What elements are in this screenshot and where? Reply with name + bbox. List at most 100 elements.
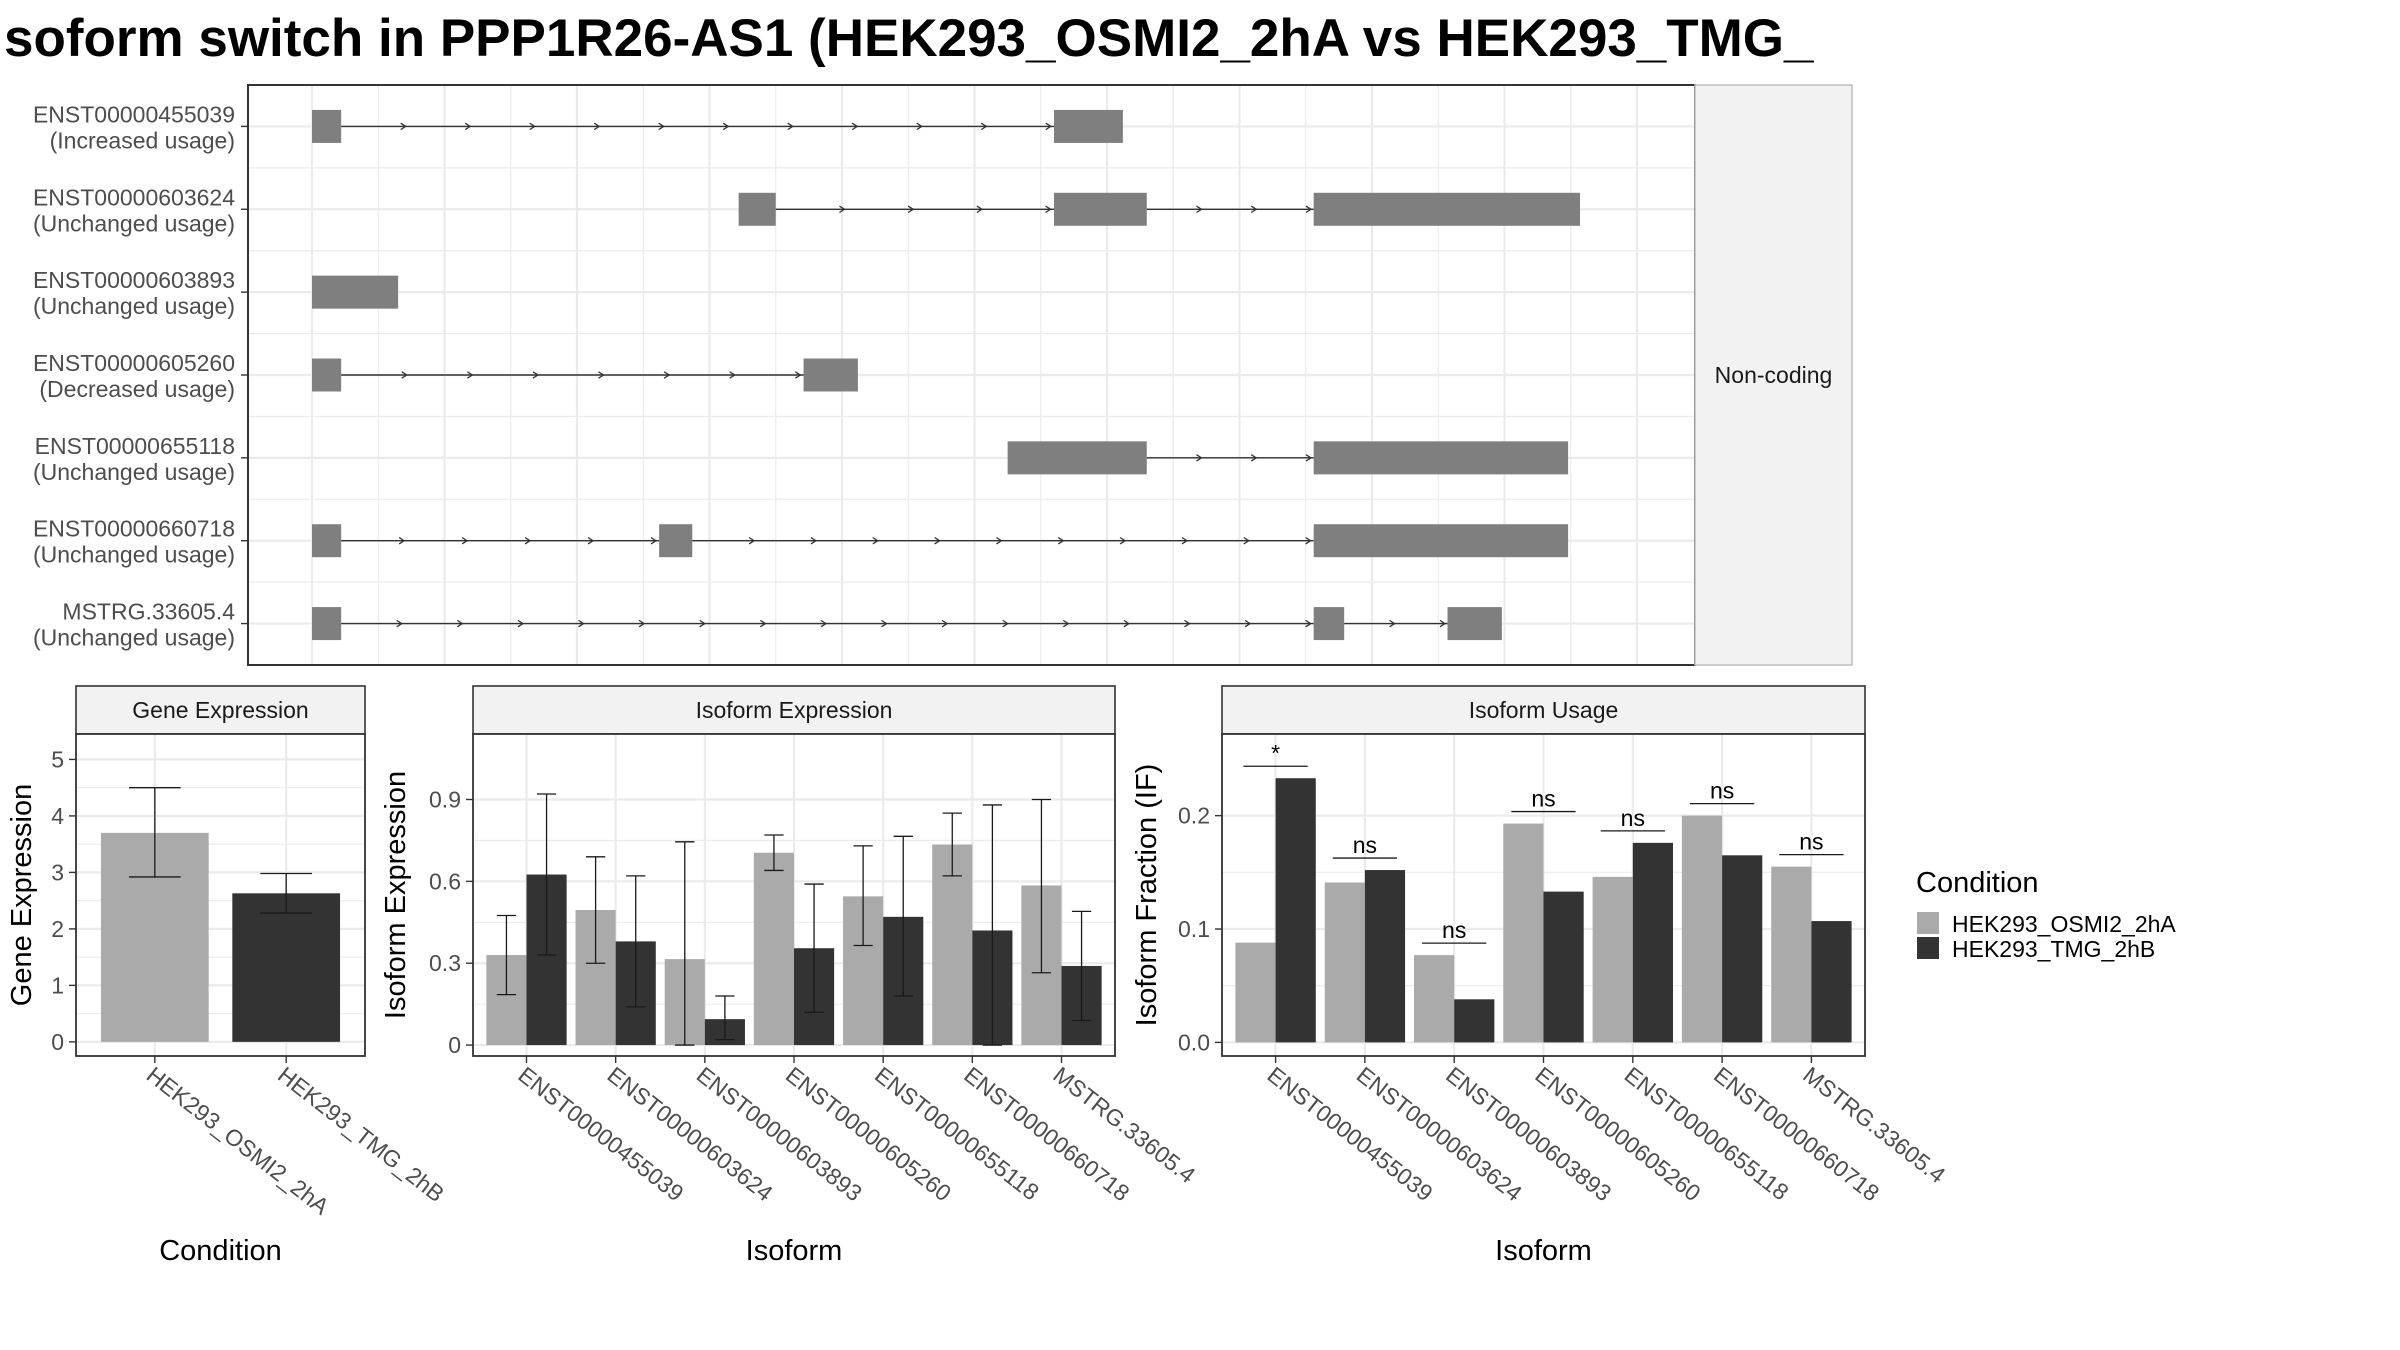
intron-arrow bbox=[820, 619, 828, 628]
iso-panel-panel-title: Isoform Expression bbox=[696, 697, 893, 723]
transcript-id-label: ENST00000605260 bbox=[33, 350, 235, 376]
x-tick-label: ENST00000605260 bbox=[1530, 1061, 1705, 1206]
intron-arrow bbox=[1181, 536, 1189, 545]
intron-arrow bbox=[1243, 536, 1250, 545]
usage-panel-x-axis-title: Isoform bbox=[1495, 1235, 1592, 1267]
intron-arrow bbox=[401, 371, 408, 379]
intron-arrow bbox=[996, 536, 1003, 545]
intron-arrow bbox=[1196, 454, 1203, 462]
bar bbox=[1235, 942, 1276, 1043]
figure-title: soform switch in PPP1R26-AS1 (HEK293_OSM… bbox=[4, 9, 1814, 68]
intron-arrow bbox=[1250, 454, 1258, 462]
legend-key-osmi2 bbox=[1917, 912, 1939, 934]
intron-arrow bbox=[396, 619, 403, 628]
transcript-id-label: ENST00000660718 bbox=[33, 516, 235, 542]
intron-arrow bbox=[1062, 619, 1070, 628]
bar bbox=[232, 893, 341, 1042]
intron-arrow bbox=[1305, 619, 1312, 628]
intron-arrow bbox=[976, 205, 984, 214]
gene-panel-panel-title: Gene Expression bbox=[132, 697, 308, 723]
isoform-expression-panel: Isoform Expression 0 0.3 0.6 0.9 ENST00000455… bbox=[380, 685, 1201, 1267]
bar bbox=[1811, 921, 1852, 1043]
gene-panel-plot-border bbox=[75, 733, 366, 1057]
exon-block bbox=[1054, 109, 1123, 143]
significance-label: ns bbox=[1353, 832, 1377, 858]
bar bbox=[1454, 999, 1495, 1043]
intron-arrow bbox=[517, 619, 525, 628]
intron-arrow bbox=[699, 619, 706, 628]
x-tick-label: ENST00000660718 bbox=[1709, 1061, 1884, 1206]
y-tick-label: 0.6 bbox=[429, 868, 461, 894]
intron-arrow bbox=[1045, 122, 1052, 131]
transcript-id-label: MSTRG.33605.4 bbox=[62, 599, 235, 625]
intron-arrow bbox=[916, 122, 923, 131]
transcript-usage-label: (Decreased usage) bbox=[39, 376, 235, 402]
intron-arrow bbox=[461, 536, 469, 545]
intron-arrow bbox=[1196, 205, 1203, 214]
intron-arrow bbox=[1439, 619, 1447, 628]
exon-block bbox=[803, 358, 858, 392]
exon-block bbox=[1313, 524, 1569, 558]
transcript-row-ENST00000605260 bbox=[312, 358, 858, 392]
bar bbox=[753, 852, 794, 1046]
intron-arrow bbox=[400, 122, 407, 131]
transcript-usage-label: (Unchanged usage) bbox=[33, 459, 235, 485]
bar bbox=[932, 844, 973, 1046]
bar bbox=[1722, 855, 1763, 1043]
y-tick-label: 0 bbox=[448, 1032, 461, 1058]
transcript-row-ENST00000603624 bbox=[738, 192, 1581, 226]
transcript-row-MSTRG.33605.4 bbox=[312, 607, 1502, 641]
bar bbox=[1414, 955, 1455, 1043]
y-tick-label: 4 bbox=[51, 803, 64, 829]
exon-block bbox=[1313, 441, 1569, 475]
transcript-row-ENST00000660718 bbox=[312, 524, 1569, 558]
legend-key-tmg bbox=[1917, 937, 1939, 959]
significance-label: ns bbox=[1621, 805, 1645, 831]
x-tick-label: ENST00000603893 bbox=[692, 1061, 867, 1206]
legend-label-osmi2: HEK293_OSMI2_2hA bbox=[1952, 911, 2176, 937]
transcript-usage-label: (Unchanged usage) bbox=[33, 293, 235, 319]
exon-block bbox=[312, 275, 399, 309]
bar bbox=[1275, 778, 1316, 1043]
x-tick-label: ENST00000660718 bbox=[959, 1061, 1134, 1206]
y-tick-label: 0.9 bbox=[429, 786, 461, 812]
intron-arrow bbox=[456, 619, 464, 628]
y-tick-label: 0.2 bbox=[1178, 803, 1210, 829]
intron-arrow bbox=[1119, 536, 1127, 545]
intron-arrow bbox=[532, 371, 540, 379]
intron-arrow bbox=[1184, 619, 1191, 628]
exon-block bbox=[738, 192, 776, 226]
transcript-usage-label: (Unchanged usage) bbox=[33, 625, 235, 651]
bar bbox=[1592, 876, 1633, 1043]
intron-arrow bbox=[1002, 619, 1009, 628]
bar bbox=[1503, 823, 1544, 1043]
legend: Condition HEK293_OSMI2_2hA HEK293_TMG_2h… bbox=[1916, 867, 2176, 962]
exon-block bbox=[312, 109, 342, 143]
bar bbox=[1771, 866, 1812, 1043]
x-tick-label: ENST00000603624 bbox=[603, 1061, 778, 1206]
significance-label: ns bbox=[1442, 917, 1466, 943]
y-tick-label: 2 bbox=[51, 916, 64, 942]
intron-arrow bbox=[1305, 205, 1313, 214]
legend-label-tmg: HEK293_TMG_2hB bbox=[1952, 936, 2155, 962]
exon-block bbox=[1054, 192, 1147, 226]
transcript-structure-panel: ENST00000455039(Increased usage) ENST0000… bbox=[33, 84, 1853, 666]
usage-panel-panel-title: Isoform Usage bbox=[1469, 697, 1619, 723]
exon-block bbox=[659, 524, 693, 558]
intron-arrow bbox=[398, 536, 406, 545]
transcript-row-ENST00000455039 bbox=[312, 109, 1123, 143]
transcript-id-label: ENST00000455039 bbox=[33, 101, 235, 127]
y-tick-label: 0.1 bbox=[1178, 916, 1210, 942]
iso-panel-x-axis-title: Isoform bbox=[746, 1235, 843, 1267]
intron-arrow bbox=[466, 371, 474, 379]
transcript-usage-label: (Increased usage) bbox=[50, 127, 235, 153]
intron-arrow bbox=[638, 619, 646, 628]
significance-label: ns bbox=[1710, 778, 1734, 804]
x-tick-label: ENST00000605260 bbox=[781, 1061, 956, 1206]
x-tick-label: ENST00000603893 bbox=[1441, 1061, 1616, 1206]
intron-arrow bbox=[1305, 536, 1312, 545]
usage-panel-y-axis-title: Isoform Fraction (IF) bbox=[1131, 764, 1163, 1027]
intron-arrow bbox=[587, 536, 595, 545]
x-tick-label: ENST00000655118 bbox=[870, 1061, 1044, 1205]
intron-arrow bbox=[1250, 205, 1258, 214]
